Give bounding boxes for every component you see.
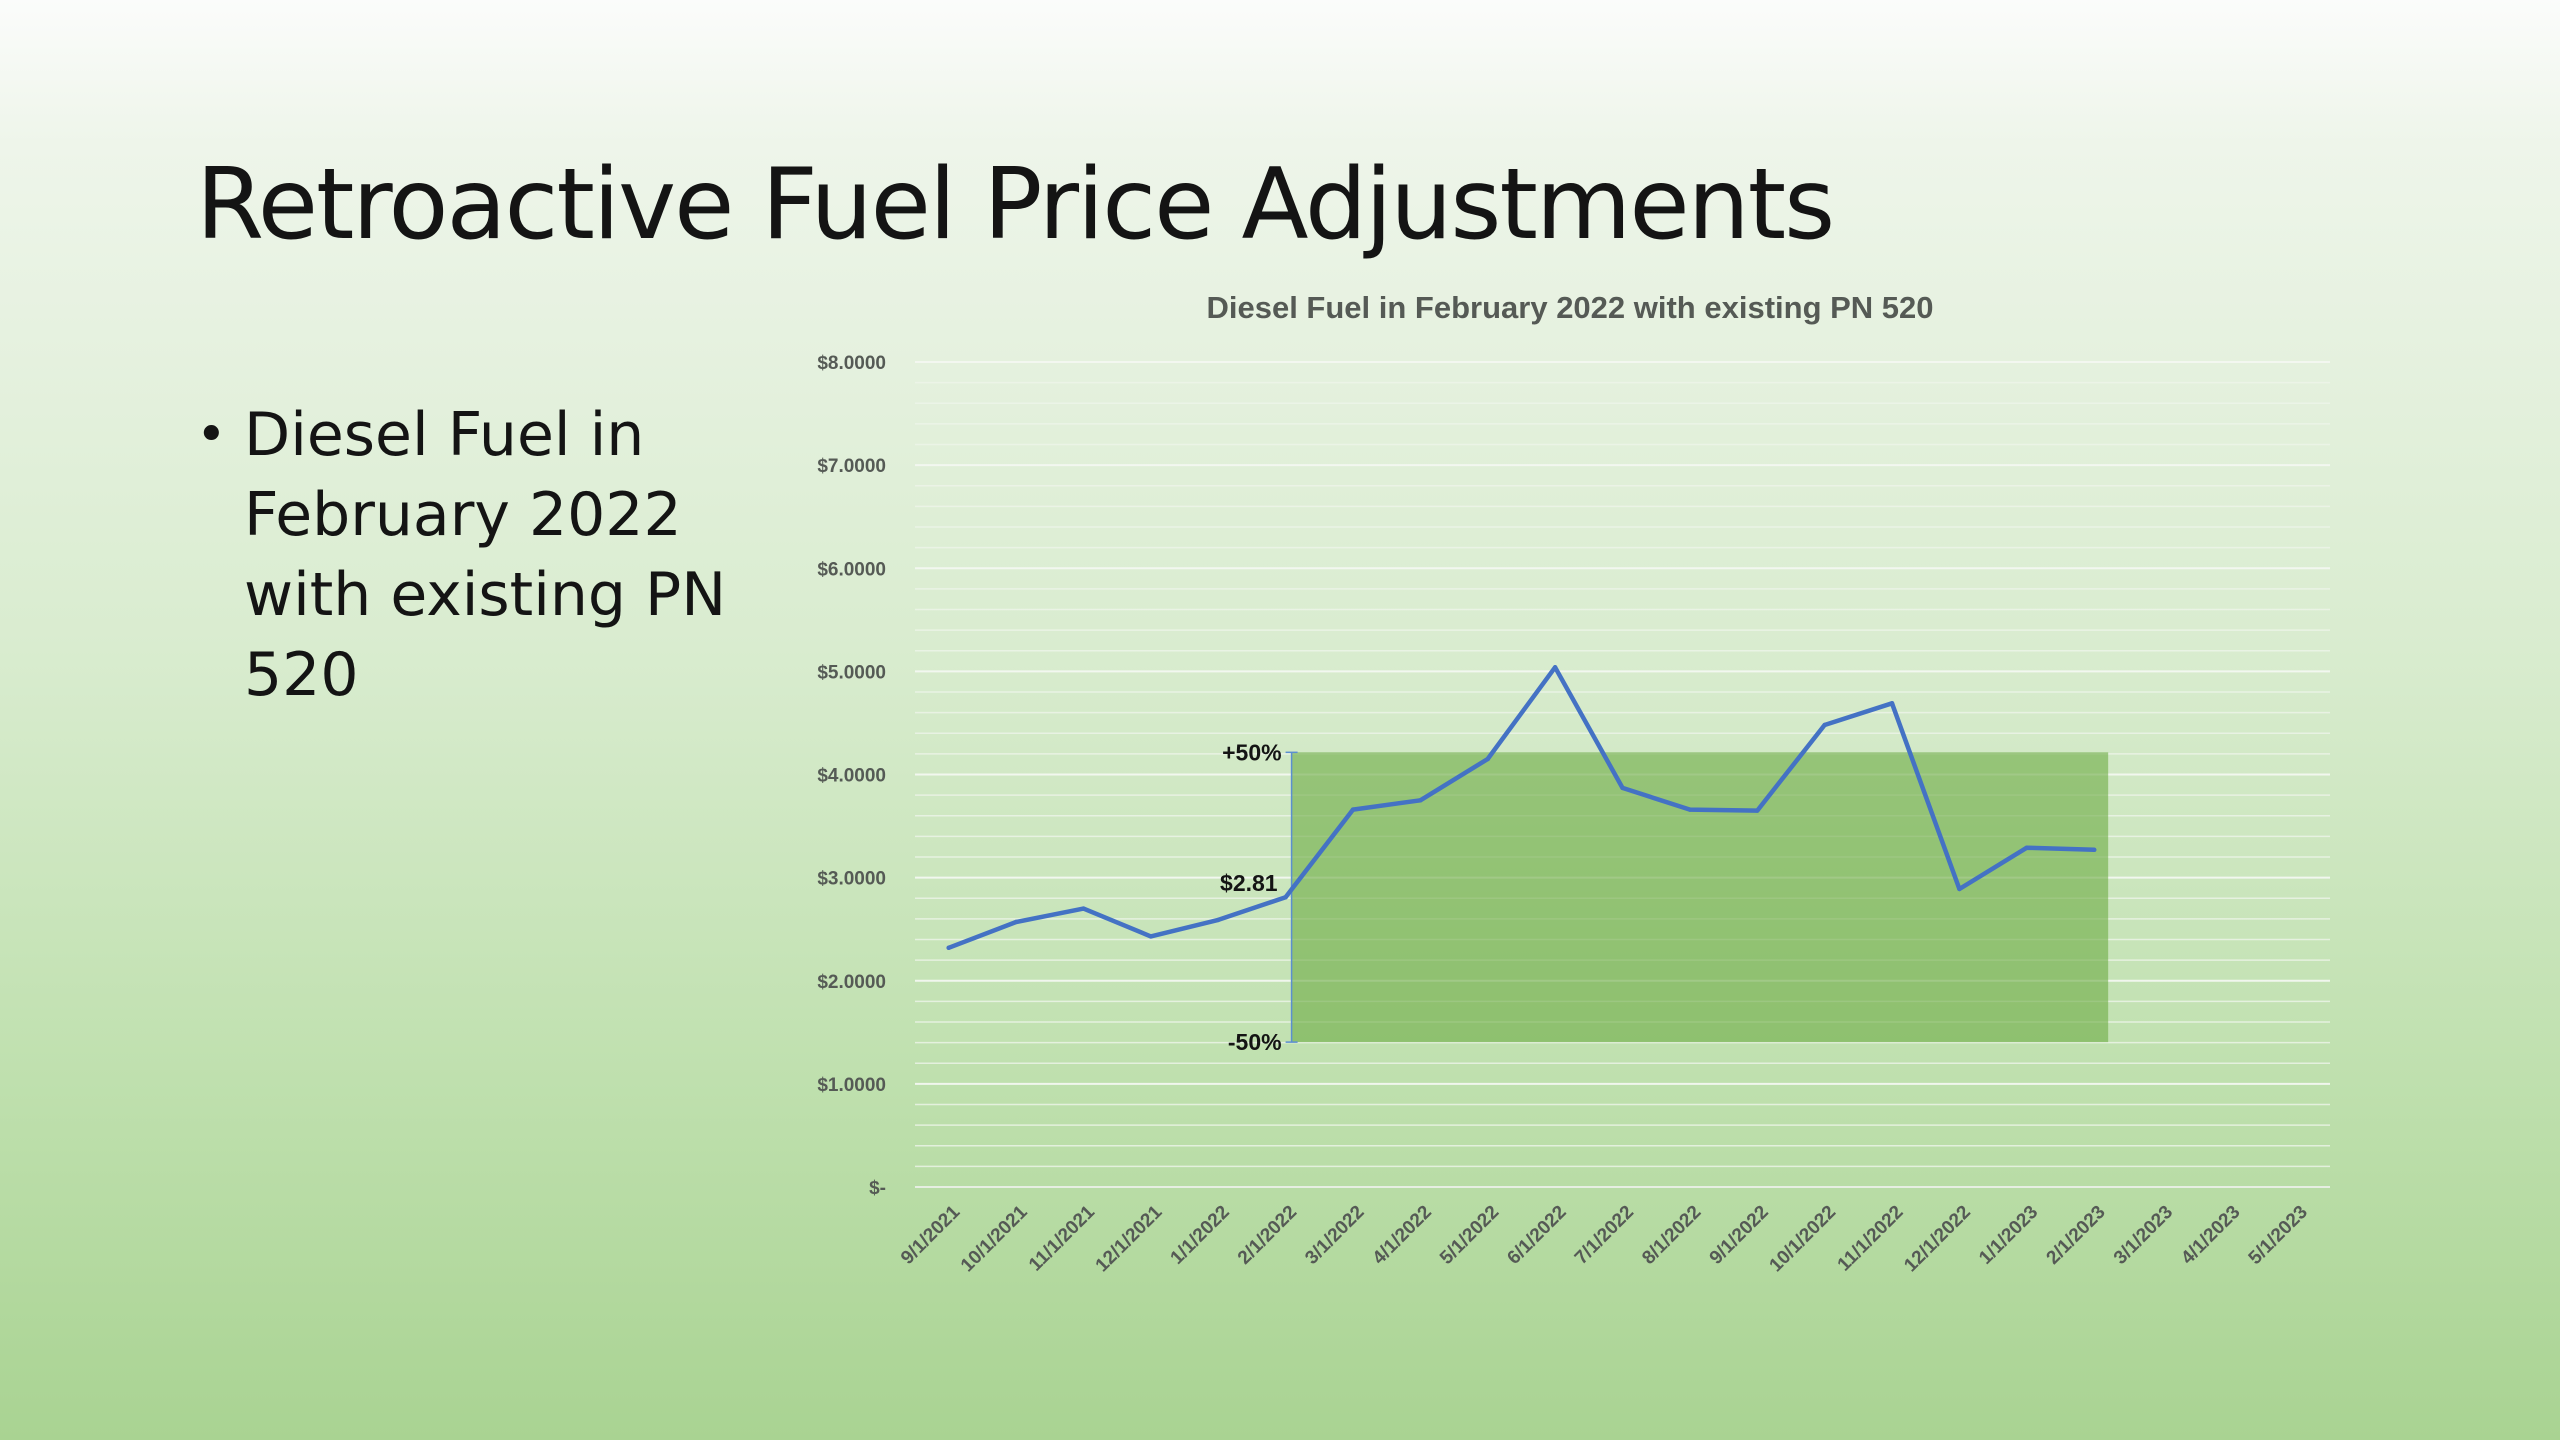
y-tick-label: $8.0000: [817, 353, 886, 374]
data-point: [1822, 722, 1827, 728]
y-tick-label: $-: [869, 1178, 886, 1199]
x-tick-label: 2/1/2023: [2043, 1202, 2110, 1269]
y-tick-label: $2.0000: [817, 972, 886, 993]
y-tick-label: $5.0000: [817, 662, 886, 683]
y-tick-label: $4.0000: [817, 766, 886, 787]
x-tick-label: 3/1/2022: [1301, 1202, 1368, 1269]
x-tick-label: 6/1/2022: [1504, 1202, 1571, 1269]
base-price-label: $2.81: [1220, 870, 1278, 896]
data-point: [1283, 895, 1288, 900]
data-point: [1755, 808, 1760, 813]
x-tick-label: 4/1/2022: [1369, 1202, 1436, 1269]
band-lower-label: -50%: [1228, 1029, 1282, 1055]
data-point: [1081, 906, 1086, 911]
diesel-price-series-line: [946, 665, 2097, 951]
data-point: [1552, 665, 1558, 670]
data-point: [1957, 886, 1962, 892]
x-tick-label: 5/1/2023: [2245, 1202, 2312, 1269]
x-tick-label: 2/1/2022: [1234, 1202, 1301, 1269]
data-point: [1350, 807, 1356, 812]
data-point: [2024, 845, 2029, 850]
bullet-dot-icon: •: [196, 405, 227, 465]
x-tick-label: 10/1/2021: [957, 1201, 1032, 1276]
data-point: [1418, 798, 1423, 803]
x-tick-label: 9/1/2021: [897, 1201, 964, 1268]
data-point: [1889, 701, 1895, 706]
y-tick-label: $1.0000: [817, 1075, 886, 1096]
chart-container: Diesel Fuel in February 2022 with existi…: [780, 280, 2340, 1320]
data-point: [1148, 934, 1154, 939]
chart-title: Diesel Fuel in February 2022 with existi…: [1206, 290, 1934, 325]
x-tick-label: 10/1/2022: [1766, 1202, 1841, 1277]
y-tick-label: $6.0000: [817, 559, 886, 580]
band-upper-label: +50%: [1222, 739, 1281, 765]
x-tick-label: 7/1/2022: [1571, 1202, 1638, 1269]
plus-minus-50-band: [1291, 752, 2109, 1043]
y-tick-label: $7.0000: [817, 456, 886, 477]
data-point: [1620, 785, 1625, 791]
diesel-price-chart: $- $1.0000 $2.0000 $3.0000 $4.0000 $5.0000 $6.…: [817, 353, 2330, 1277]
bullet-text: Diesel Fuel in February 2022 with existi…: [244, 400, 727, 710]
x-tick-label: 1/1/2022: [1167, 1202, 1234, 1269]
x-tick-label: 4/1/2023: [2177, 1202, 2244, 1269]
x-tick-label: 5/1/2022: [1436, 1202, 1503, 1269]
data-point: [946, 945, 951, 950]
data-point: [1216, 917, 1221, 923]
x-tick-label: 11/1/2021: [1025, 1201, 1099, 1275]
y-tick-label: $3.0000: [817, 869, 886, 890]
x-tick-label: 3/1/2023: [2110, 1202, 2177, 1269]
slide-title: Retroactive Fuel Price Adjustments: [196, 148, 1835, 262]
bullet-list: • Diesel Fuel in February 2022 with exis…: [196, 395, 756, 715]
x-tick-label: 12/1/2021: [1092, 1201, 1167, 1276]
data-point: [1687, 807, 1693, 812]
x-tick-label: 9/1/2022: [1706, 1202, 1773, 1269]
bullet-item: • Diesel Fuel in February 2022 with exis…: [196, 395, 756, 715]
data-point: [2091, 847, 2097, 852]
data-point: [1013, 919, 1019, 925]
x-tick-label: 8/1/2022: [1638, 1202, 1705, 1269]
x-tick-label: 12/1/2022: [1900, 1202, 1975, 1277]
data-point: [1485, 756, 1490, 762]
x-tick-label: 1/1/2023: [1975, 1202, 2042, 1269]
x-tick-label: 11/1/2022: [1834, 1202, 1908, 1276]
